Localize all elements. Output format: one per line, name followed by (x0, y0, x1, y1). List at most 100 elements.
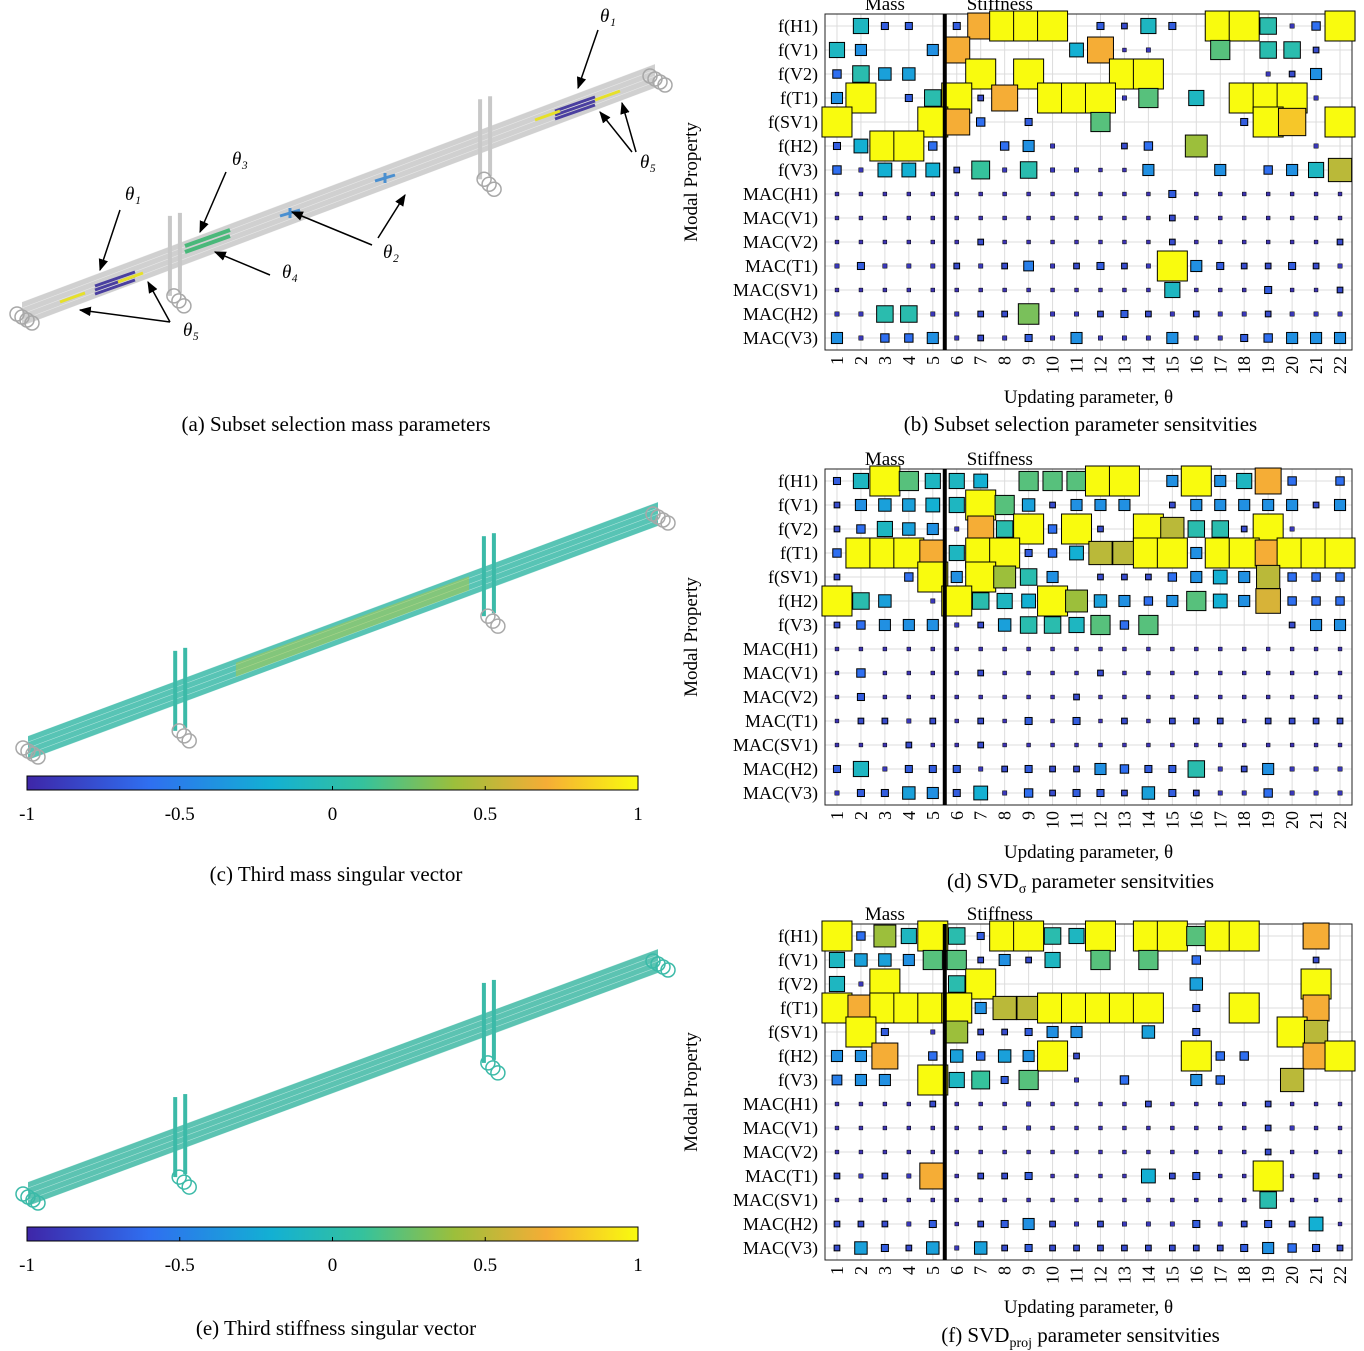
sensitivity-box (1218, 192, 1222, 196)
sensitivity-box (1337, 718, 1343, 724)
sensitivity-box (1314, 1150, 1318, 1154)
sensitivity-box (1338, 1126, 1342, 1130)
sensitivity-box (1290, 671, 1294, 675)
sensitivity-box (1169, 190, 1176, 197)
sensitivity-box (1099, 743, 1103, 747)
sensitivity-box (1003, 1126, 1007, 1130)
sensitivity-box (905, 334, 913, 342)
sensitivity-box (1157, 538, 1187, 568)
colorbar-tick-label: 0.5 (473, 804, 497, 825)
sensitivity-box (1075, 1150, 1079, 1154)
sensitivity-box (1241, 334, 1248, 341)
sensitivity-box (1027, 1198, 1031, 1202)
sensitivity-box (1290, 527, 1294, 531)
sensitivity-box (834, 574, 840, 580)
sensitivity-box (894, 131, 924, 161)
sensitivity-box (1181, 466, 1211, 496)
sensitivity-box (1003, 192, 1007, 196)
parameter-label: θ₂ (383, 242, 399, 263)
sensitivity-box (878, 163, 892, 177)
sensitivity-box (1170, 1222, 1174, 1226)
sensitivity-box (1019, 471, 1038, 490)
sensitivity-box (1089, 541, 1112, 564)
caption: (e) Third stiffness singular vector (196, 1316, 476, 1340)
sensitivity-box (834, 1173, 840, 1179)
sensitivity-box (1187, 591, 1206, 610)
sensitivity-box (1045, 952, 1060, 967)
plot-area (825, 924, 1352, 1260)
sensitivity-box (955, 647, 959, 651)
sensitivity-box (977, 1052, 985, 1060)
sensitivity-box (905, 22, 912, 29)
y-tick-label: f(V1) (778, 495, 818, 516)
x-tick-label: 11 (1067, 356, 1087, 373)
sensitivity-box (978, 1029, 984, 1035)
sensitivity-box (859, 312, 863, 316)
sensitivity-box (1098, 311, 1104, 317)
sensitivity-box (1085, 921, 1115, 951)
x-tick-label: 4 (899, 811, 919, 820)
sensitivity-box (1218, 216, 1222, 220)
sensitivity-box (927, 44, 938, 55)
sensitivity-box (1098, 574, 1104, 580)
sensitivity-box (903, 787, 915, 799)
sensitivity-box (1338, 264, 1342, 268)
sensitivity-box (1265, 1220, 1272, 1227)
y-tick-label: f(V1) (778, 40, 818, 61)
sensitivity-box (1314, 671, 1318, 675)
sensitivity-box (906, 1245, 912, 1251)
sensitivity-box (1338, 743, 1342, 747)
sensitivity-box (979, 695, 983, 699)
x-tick-label: 18 (1234, 1266, 1254, 1284)
sensitivity-box (870, 466, 900, 496)
y-tick-label: f(V3) (778, 615, 818, 636)
y-tick-label: f(V3) (778, 1070, 818, 1091)
sensitivity-box (1217, 718, 1223, 724)
sensitivity-box (1026, 1102, 1030, 1106)
sensitivity-box (997, 593, 1012, 608)
sensitivity-box (835, 671, 839, 675)
support (16, 1187, 30, 1201)
sensitivity-box (1193, 1245, 1199, 1251)
sensitivity-box (1169, 1173, 1175, 1179)
x-tick-label: 9 (1019, 356, 1039, 365)
sensitivity-box (1290, 192, 1294, 196)
x-tick-label: 1 (827, 1266, 847, 1275)
sensitivity-box (1194, 216, 1198, 220)
sensitivity-box (1020, 617, 1037, 634)
group-label: Stiffness (967, 904, 1033, 925)
sensitivity-box (1141, 18, 1156, 33)
sensitivity-box (929, 765, 936, 772)
sensitivity-box (1048, 525, 1056, 533)
sensitivity-box (1146, 311, 1152, 317)
sensitivity-box (906, 742, 912, 748)
tower (488, 96, 492, 176)
tower (183, 1094, 187, 1174)
sensitivity-box (907, 216, 911, 220)
sensitivity-box (1194, 695, 1198, 699)
sensitivity-box (979, 192, 983, 196)
sensitivity-box (1122, 1245, 1128, 1251)
sensitivity-box (1122, 790, 1128, 796)
y-tick-label: f(H2) (778, 1046, 818, 1067)
sensitivity-box (877, 306, 894, 323)
sensitivity-box (1146, 647, 1150, 651)
y-axis-label: Modal Property (681, 122, 702, 242)
sensitivity-box (1044, 617, 1061, 634)
sensitivity-box (907, 264, 911, 268)
sensitivity-box (1290, 647, 1294, 651)
sensitivity-box (882, 1221, 888, 1227)
sensitivity-box (883, 240, 887, 244)
sensitivity-box (1075, 216, 1079, 220)
caption-sub: proj (1009, 1336, 1032, 1351)
colorbar-tick-label: 1 (633, 804, 643, 825)
sensitivity-box (1121, 310, 1128, 317)
sensitivity-box (955, 695, 959, 699)
tower (168, 216, 172, 296)
sensitivity-box (1074, 694, 1080, 700)
sensitivity-box (1038, 11, 1068, 41)
sensitivity-box (1290, 312, 1294, 316)
tower (482, 536, 486, 616)
sensitivity-box (1170, 1126, 1174, 1130)
sensitivity-box (1314, 288, 1318, 292)
